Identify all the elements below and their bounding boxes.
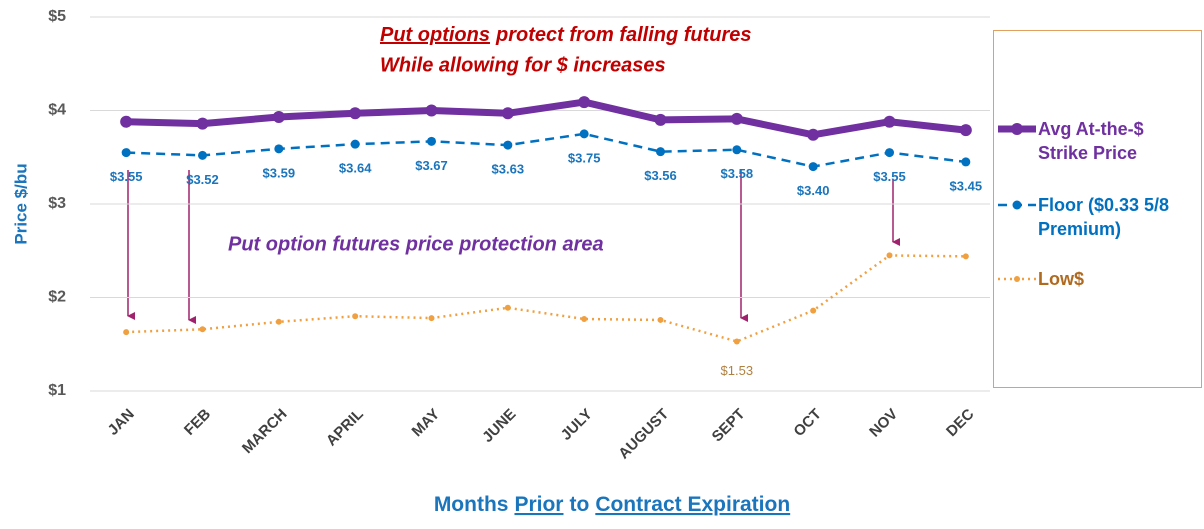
x-label-part: Contract Expiration xyxy=(595,493,790,516)
point xyxy=(425,104,438,117)
value-label: $3.45 xyxy=(950,178,983,193)
point xyxy=(123,329,130,336)
point xyxy=(733,338,740,345)
legend-marker xyxy=(1012,200,1022,210)
value-label: $3.56 xyxy=(644,168,677,183)
point xyxy=(657,316,664,323)
x-tick-label: MARCH xyxy=(239,406,290,457)
value-label: $3.52 xyxy=(186,172,219,187)
x-tick-label: MAY xyxy=(409,406,444,441)
value-label: $3.55 xyxy=(110,169,143,184)
point xyxy=(578,96,591,109)
series-line xyxy=(126,132,966,168)
legend-marker xyxy=(1014,276,1020,282)
point xyxy=(198,150,207,160)
x-tick-label: JUNE xyxy=(479,406,519,446)
x-tick-label: FEB xyxy=(181,405,214,438)
x-tick-label: SEPT xyxy=(709,406,749,446)
point xyxy=(349,107,362,120)
point xyxy=(883,115,896,128)
point xyxy=(274,144,284,154)
point xyxy=(501,107,514,120)
point xyxy=(581,316,588,323)
value-label: $3.55 xyxy=(873,169,906,184)
value-label: $3.63 xyxy=(492,162,525,177)
point xyxy=(121,148,131,158)
x-label-part: Months xyxy=(434,493,509,516)
annotation-part: Put options xyxy=(380,24,490,46)
value-label: $1.53 xyxy=(721,363,754,378)
y-tick-label: $1 xyxy=(48,382,66,399)
value-label: $3.40 xyxy=(797,183,830,198)
legend-item: Low$ xyxy=(996,267,1178,291)
legend-item: Floor ($0.33 5/8 Premium) xyxy=(996,193,1178,241)
point xyxy=(886,252,893,259)
legend-swatch xyxy=(998,200,1036,210)
grid xyxy=(90,16,990,392)
x-label-part: Prior xyxy=(514,493,563,516)
point xyxy=(196,117,209,130)
y-tick-label: $3 xyxy=(48,195,66,212)
point xyxy=(810,307,817,314)
y-tick-label: $5 xyxy=(48,8,66,25)
x-tick-label: OCT xyxy=(790,406,824,440)
point xyxy=(732,145,742,155)
point xyxy=(504,304,511,311)
x-tick-label: AUGUST xyxy=(615,406,672,463)
value-label: $3.64 xyxy=(339,161,372,176)
point xyxy=(959,124,972,137)
value-label: $3.58 xyxy=(721,166,754,181)
x-tick-label: APRIL xyxy=(323,406,367,450)
x-tick-label: JAN xyxy=(105,406,138,439)
point xyxy=(730,112,743,125)
point xyxy=(275,318,282,325)
point xyxy=(272,111,285,124)
x-tick-label: JULY xyxy=(558,406,596,444)
point xyxy=(807,128,820,141)
point xyxy=(352,313,359,320)
point xyxy=(427,136,436,146)
y-tick-label: $4 xyxy=(48,102,66,119)
x-axis-label: Months Prior to Contract Expiration xyxy=(434,493,790,516)
point xyxy=(199,326,206,333)
legend-label: Floor ($0.33 5/8 Premium) xyxy=(1038,195,1170,239)
annotation: While allowing for $ increases xyxy=(380,54,666,76)
point xyxy=(654,113,667,126)
annotation: Put option futures price protection area xyxy=(228,233,604,255)
series-line xyxy=(126,98,967,139)
series-line xyxy=(126,254,966,343)
x-tick-label: NOV xyxy=(866,406,901,441)
y-axis-label: Price $/bu xyxy=(11,163,30,244)
point xyxy=(350,139,360,149)
point xyxy=(962,253,969,260)
legend-swatch xyxy=(998,276,1036,282)
value-label: $3.75 xyxy=(568,150,601,165)
point xyxy=(885,148,894,158)
arrows xyxy=(127,170,900,324)
legend-marker xyxy=(1011,123,1023,135)
x-tick-label: DEC xyxy=(943,405,978,440)
value-label: $3.59 xyxy=(263,165,296,180)
point xyxy=(120,115,133,128)
annotation: Put options protect from falling futures xyxy=(380,24,752,46)
point xyxy=(579,129,589,139)
legend: Avg At-the-$ Strike Price Floor ($0.33 5/… xyxy=(993,30,1202,388)
point xyxy=(808,162,818,172)
annotation-part: protect from falling futures xyxy=(495,24,752,46)
value-label: $3.67 xyxy=(415,158,448,173)
point xyxy=(656,147,665,157)
y-tick-label: $2 xyxy=(48,289,66,306)
legend-label: Avg At-the-$ Strike Price xyxy=(1038,119,1144,163)
point xyxy=(428,315,435,322)
legend-swatch xyxy=(998,123,1036,135)
x-label-part: to xyxy=(569,493,589,516)
point xyxy=(503,140,513,150)
point xyxy=(961,157,971,167)
legend-item: Avg At-the-$ Strike Price xyxy=(996,117,1178,165)
legend-label: Low$ xyxy=(1038,269,1085,289)
